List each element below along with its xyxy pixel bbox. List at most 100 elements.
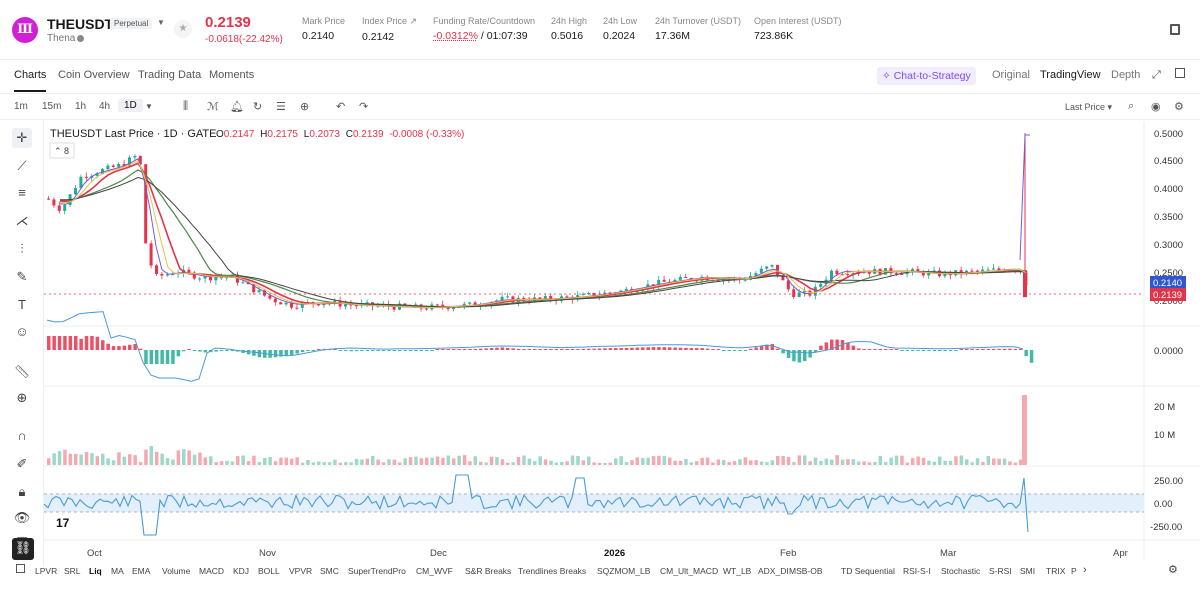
crosshair-icon[interactable]: ✛ — [12, 128, 32, 148]
trendline-icon[interactable]: ⟋ — [17, 158, 27, 173]
interval-1h[interactable]: 1h — [75, 101, 87, 112]
indicator-shortcut[interactable]: Trendlines Breaks — [518, 566, 587, 576]
macd-bar — [565, 349, 569, 350]
indicator-shortcut[interactable]: TD Sequential — [841, 566, 895, 576]
indicator-shortcut[interactable]: SuperTrendPro — [348, 566, 406, 576]
stat-funding-rate[interactable]: Funding Rate/Countdown -0.0312% / 01:07:… — [433, 16, 535, 42]
replay-icon[interactable]: ↻ — [253, 101, 263, 113]
add-indicator-icon[interactable]: ⊕ — [300, 101, 310, 113]
view-tradingview[interactable]: TradingView — [1040, 69, 1101, 81]
candle — [425, 308, 428, 310]
text-icon[interactable]: T — [18, 297, 26, 312]
indicator-shortcut[interactable]: S-RSI — [989, 566, 1012, 576]
indicator-shortcut[interactable]: Volume — [162, 566, 191, 576]
indicator-shortcut[interactable]: MA — [111, 566, 124, 576]
volume-bar — [79, 454, 83, 465]
info-icon[interactable] — [77, 35, 84, 42]
book-icon[interactable] — [1170, 24, 1180, 35]
indicator-shortcut[interactable]: LPVR — [35, 566, 58, 576]
calendar-icon[interactable] — [16, 564, 25, 573]
stat-mark-price: Mark Price 0.2140 — [302, 16, 345, 42]
indicator-shortcut[interactable]: P — [1071, 566, 1077, 576]
settings-icon[interactable]: ⚙ — [1174, 101, 1184, 113]
stat-index-price[interactable]: Index Price ↗ 0.2142 — [362, 16, 417, 43]
lock-drawing-icon[interactable]: ✐ — [16, 456, 28, 471]
interval-4h[interactable]: 4h — [99, 101, 111, 112]
indicator-shortcut[interactable]: S&R Breaks — [465, 566, 512, 576]
price-axis[interactable]: 0.5000 0.4500 0.4000 0.3500 0.3000 0.2500 0.20… — [1154, 129, 1183, 307]
indicator-shortcut[interactable]: MACD — [199, 566, 225, 576]
indicator-shortcut[interactable]: SMI — [1020, 566, 1036, 576]
emoji-icon[interactable]: ☺ — [15, 324, 29, 339]
indicator-shortcut[interactable]: Stochastic — [941, 566, 981, 576]
indicator-shortcut[interactable]: SQZMOM_LB — [597, 566, 651, 576]
volume-bar — [948, 460, 953, 465]
interval-15m[interactable]: 15m — [42, 101, 62, 112]
stat-24h-low: 24h Low 0.2024 — [603, 16, 637, 42]
price-pane[interactable] — [47, 133, 1028, 312]
macd-bar — [68, 336, 73, 350]
indicator-shortcut[interactable]: SRL — [64, 566, 81, 576]
undo-icon[interactable]: ↶ — [336, 101, 346, 113]
indicator-shortcut[interactable]: SMC — [320, 566, 339, 576]
indicator-shortcut[interactable]: TRIX — [1046, 566, 1066, 576]
indicator-shortcut[interactable]: EMA — [132, 566, 151, 576]
favorite-star-icon[interactable]: ★ — [174, 20, 192, 38]
magnet-icon[interactable]: ∩ — [17, 428, 27, 443]
time-axis[interactable]: Oct Nov Dec 2026 Feb Mar Apr — [87, 548, 1128, 559]
alert-icon[interactable]: 🔔︎ — [230, 101, 244, 113]
candle — [932, 270, 936, 272]
ruler-icon[interactable]: 📏︎ — [13, 364, 31, 379]
chat-to-strategy-button[interactable]: ✧ Chat-to-Strategy — [877, 67, 976, 85]
chevron-down-icon[interactable]: ▼ — [145, 102, 153, 111]
candle — [824, 279, 828, 285]
indicator-shortcut[interactable]: KDJ — [233, 566, 250, 576]
fib-icon[interactable]: ⫶ — [20, 241, 24, 256]
layout-icon[interactable]: ☰ — [276, 101, 286, 113]
tab-trading-data[interactable]: Trading Data — [138, 69, 202, 81]
view-original[interactable]: Original — [992, 69, 1030, 81]
camera-icon[interactable]: ◉ — [1151, 101, 1161, 113]
volume-bar — [624, 462, 629, 465]
redo-icon[interactable]: ↷ — [359, 101, 369, 113]
volume-pane[interactable] — [47, 395, 1027, 465]
indicator-shortcut[interactable]: CM_WVF — [416, 566, 453, 576]
indicator-shortcut[interactable]: Liq — [89, 566, 102, 576]
indicator-shortcut[interactable]: CM_Ult_MACD — [660, 566, 719, 576]
chevron-down-icon[interactable]: ▼ — [157, 18, 165, 27]
expand-icon[interactable]: ⤢ — [1152, 69, 1161, 81]
indicator-shortcut[interactable]: BOLL — [258, 566, 280, 576]
zoom-in-icon[interactable]: ⊕ — [16, 390, 28, 405]
chevron-right-icon[interactable]: › — [1083, 564, 1087, 576]
indicators-icon[interactable]: ℳ — [207, 101, 219, 113]
macd-pane[interactable] — [46, 311, 1034, 382]
indicator-shortcut[interactable]: VPVR — [289, 566, 313, 576]
pitchfork-icon[interactable]: ⋌ — [15, 213, 29, 228]
symbol-name[interactable]: THEUSDT — [47, 16, 114, 32]
collapse-indicators-button[interactable] — [49, 142, 75, 159]
candle-type-icon[interactable]: ⫼ — [183, 100, 189, 112]
indicator-shortcut[interactable]: WT_LB — [723, 566, 752, 576]
price-source-select[interactable]: Last Price ▾ — [1065, 102, 1112, 113]
macd-bar — [867, 349, 872, 350]
interval-1d[interactable]: 1D — [118, 99, 143, 112]
last-price: 0.2139 — [205, 14, 251, 31]
brush-icon[interactable]: ✎ — [16, 269, 28, 284]
search-icon[interactable]: ⌕ — [1128, 100, 1135, 112]
settings-icon[interactable]: ⚙ — [1168, 564, 1178, 576]
indicator-shortcut[interactable]: ADX_DI — [758, 566, 789, 576]
link-icon[interactable]: ⛓ — [12, 538, 34, 560]
tab-coin-overview[interactable]: Coin Overview — [58, 69, 130, 81]
tab-charts[interactable]: Charts — [14, 69, 47, 81]
horizontal-lines-icon[interactable]: ≡ — [18, 185, 26, 200]
lock-icon[interactable]: 🔒︎ — [18, 484, 26, 499]
candle — [225, 277, 229, 279]
view-depth[interactable]: Depth — [1111, 69, 1141, 81]
fullscreen-icon[interactable] — [1175, 68, 1185, 78]
indicator-shortcut[interactable]: RSI-S-I — [903, 566, 931, 576]
tab-moments[interactable]: Moments — [209, 69, 255, 81]
eye-icon[interactable]: 👁︎ — [13, 510, 31, 525]
interval-1m[interactable]: 1m — [14, 101, 28, 112]
indicator-shortcut[interactable]: MSB-OB — [789, 566, 823, 576]
